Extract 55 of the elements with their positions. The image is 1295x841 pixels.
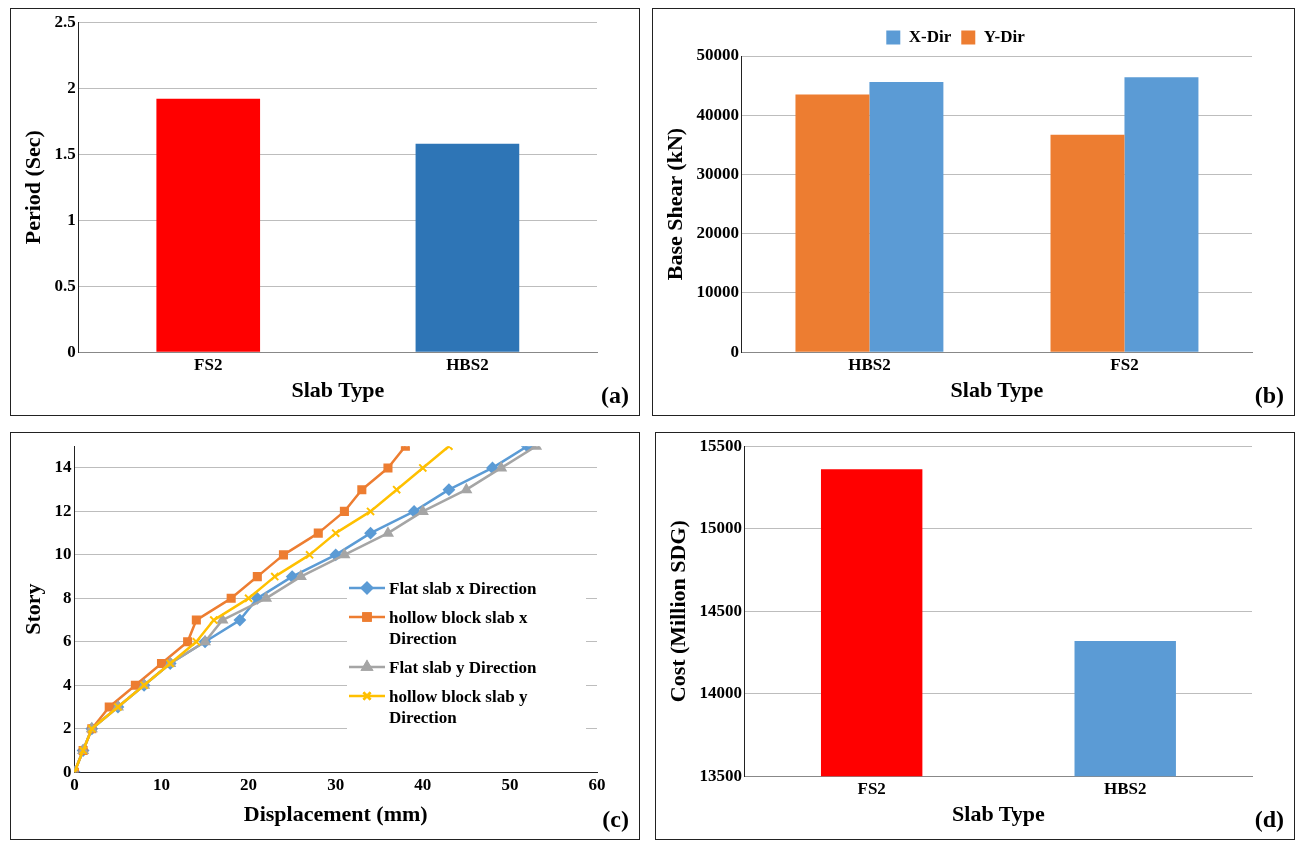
y-tick-label: 2: [67, 77, 76, 97]
x-axis-title: Displacement (mm): [243, 801, 428, 827]
legend-label: hollow block slab x Direction: [389, 607, 529, 650]
y-axis-title: Period (Sec): [19, 130, 45, 245]
x-tick-label: 30: [327, 774, 345, 794]
y-tick-label: 12: [54, 500, 72, 520]
y-tick-label: 1: [67, 209, 76, 229]
y-tick-label: 30000: [696, 163, 739, 183]
y-tick-label: 20000: [696, 223, 739, 243]
y-tick-label: 14500: [699, 600, 742, 620]
legend-label: Y-Dir: [983, 26, 1026, 46]
legend-label: hollow block slab y Direction: [389, 686, 529, 729]
y-tick-label: 4: [62, 674, 72, 694]
y-tick-label: 15500: [699, 435, 742, 455]
y-tick-label: 8: [62, 587, 72, 607]
x-tick-label: FS2: [194, 354, 223, 374]
y-tick-label: 10: [54, 544, 72, 564]
x-tick-label: FS2: [857, 778, 886, 798]
x-axis-title: Slab Type: [952, 801, 1046, 827]
text: (d): [1254, 806, 1284, 833]
legend-label: Flat slab y Direction: [389, 657, 537, 679]
y-tick-label: 1.5: [54, 143, 76, 163]
y-tick-label: 2.5: [54, 11, 76, 31]
x-tick-label: 60: [588, 774, 606, 794]
legend-label: X-Dir: [908, 26, 952, 46]
y-tick-label: 14: [54, 457, 72, 477]
x-tick-label: 40: [414, 774, 432, 794]
y-tick-label: 10000: [696, 282, 739, 302]
y-tick-label: 15000: [699, 518, 742, 538]
text: (b): [1254, 382, 1284, 409]
y-axis-title: Base Shear (kN): [661, 127, 687, 281]
x-tick-label: 20: [240, 774, 258, 794]
x-axis-title: Slab Type: [291, 377, 385, 403]
y-tick-label: 0: [62, 761, 72, 781]
x-axis-title: Slab Type: [950, 377, 1044, 403]
legend-label: Flat slab x Direction: [389, 578, 537, 600]
x-tick-label: 10: [153, 774, 170, 794]
y-tick-label: 50000: [696, 45, 739, 65]
y-tick-label: 0: [730, 341, 739, 361]
x-tick-label: HBS2: [848, 354, 891, 374]
x-tick-label: FS2: [1110, 354, 1139, 374]
y-tick-label: 6: [62, 631, 72, 651]
x-tick-label: HBS2: [446, 354, 489, 374]
y-axis-title: Cost (Million SDG): [664, 520, 690, 703]
text: (a): [601, 382, 629, 409]
x-tick-label: 50: [501, 774, 519, 794]
y-tick-label: 14000: [699, 683, 742, 703]
y-tick-label: 0.5: [54, 275, 76, 295]
y-axis-title: Story: [19, 583, 45, 635]
x-tick-label: HBS2: [1103, 778, 1147, 798]
y-tick-label: 40000: [696, 104, 739, 124]
y-tick-label: 2: [62, 718, 72, 738]
y-tick-label: 13500: [699, 765, 742, 785]
y-tick-label: 0: [67, 341, 76, 361]
text: (c): [602, 806, 629, 833]
